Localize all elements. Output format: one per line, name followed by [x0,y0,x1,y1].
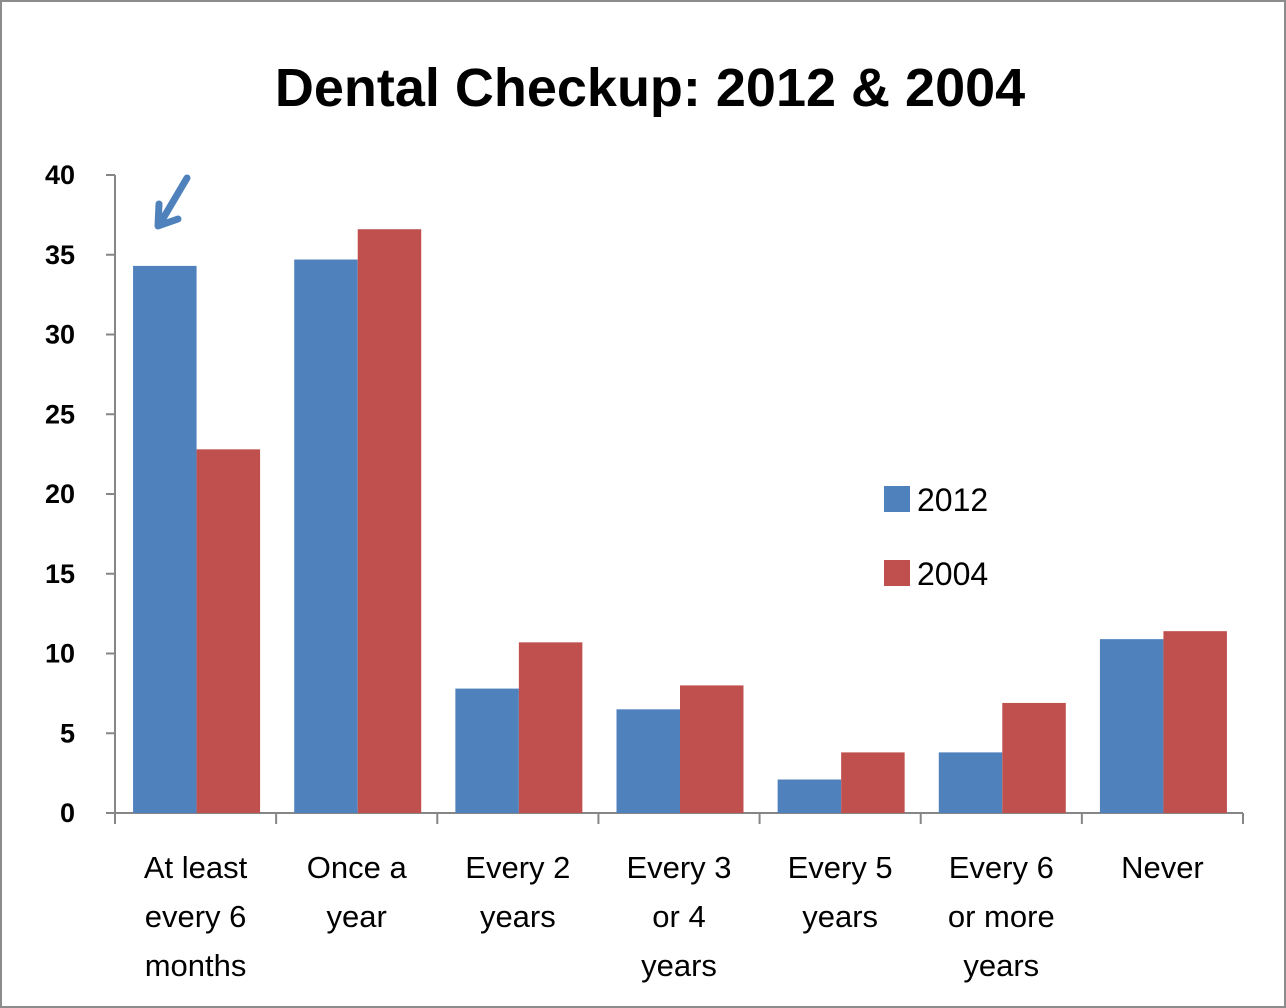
bar-2012-5 [938,752,1003,813]
x-tick-label: Every 3 [626,850,731,885]
x-tick-label: Every 6 [949,850,1054,885]
bar-2012-6 [1099,639,1164,813]
x-tick-label: years [802,899,878,934]
x-tick-label: years [963,948,1039,983]
bar-2012-3 [616,709,680,813]
y-tick-label: 35 [45,240,75,270]
y-tick-label: 25 [45,399,75,429]
x-tick-label: Never [1121,850,1204,885]
legend-label-2004: 2004 [917,556,988,592]
x-tick-label: every 6 [145,899,247,934]
chart-title: Dental Checkup: 2012 & 2004 [275,58,1025,118]
y-tick-label: 15 [45,559,75,589]
x-tick-label: or more [948,899,1055,934]
y-tick-label: 20 [45,479,75,509]
bar-2004-2 [518,642,583,813]
legend-label-2012: 2012 [917,482,988,518]
bar-2004-5 [1002,702,1066,813]
x-tick-label: Every 2 [465,850,570,885]
x-tick-label: or 4 [652,899,705,934]
x-tick-label: Every 5 [788,850,893,885]
bar-2004-0 [196,449,261,813]
x-tick-label: years [480,899,556,934]
x-tick-label: Once a [307,850,408,885]
x-tick-label: years [641,948,717,983]
bar-2004-4 [841,752,905,813]
bar-2012-1 [294,259,358,813]
x-tick-label: months [145,948,247,983]
bar-2012-4 [777,779,842,813]
plot-area: 0 5 10 15 20 25 30 35 40 At least every 6 months Onc… [45,160,1244,983]
bar-2004-1 [357,229,422,814]
y-tick-label: 30 [45,320,75,350]
bar-2004-3 [680,685,744,813]
x-tick-label: At least [144,850,248,885]
x-tick-label: year [327,899,387,934]
y-tick-label: 0 [60,798,75,828]
y-tick-label: 10 [45,639,75,669]
legend-swatch-2004 [884,560,910,586]
bar-2012-2 [455,688,519,813]
y-tick-label: 40 [45,160,75,190]
annotation-arrow-icon [154,174,191,230]
y-tick-label: 5 [60,718,75,748]
legend-swatch-2012 [884,486,910,512]
bar-2004-6 [1163,631,1227,813]
bar-2012-0 [133,265,197,813]
